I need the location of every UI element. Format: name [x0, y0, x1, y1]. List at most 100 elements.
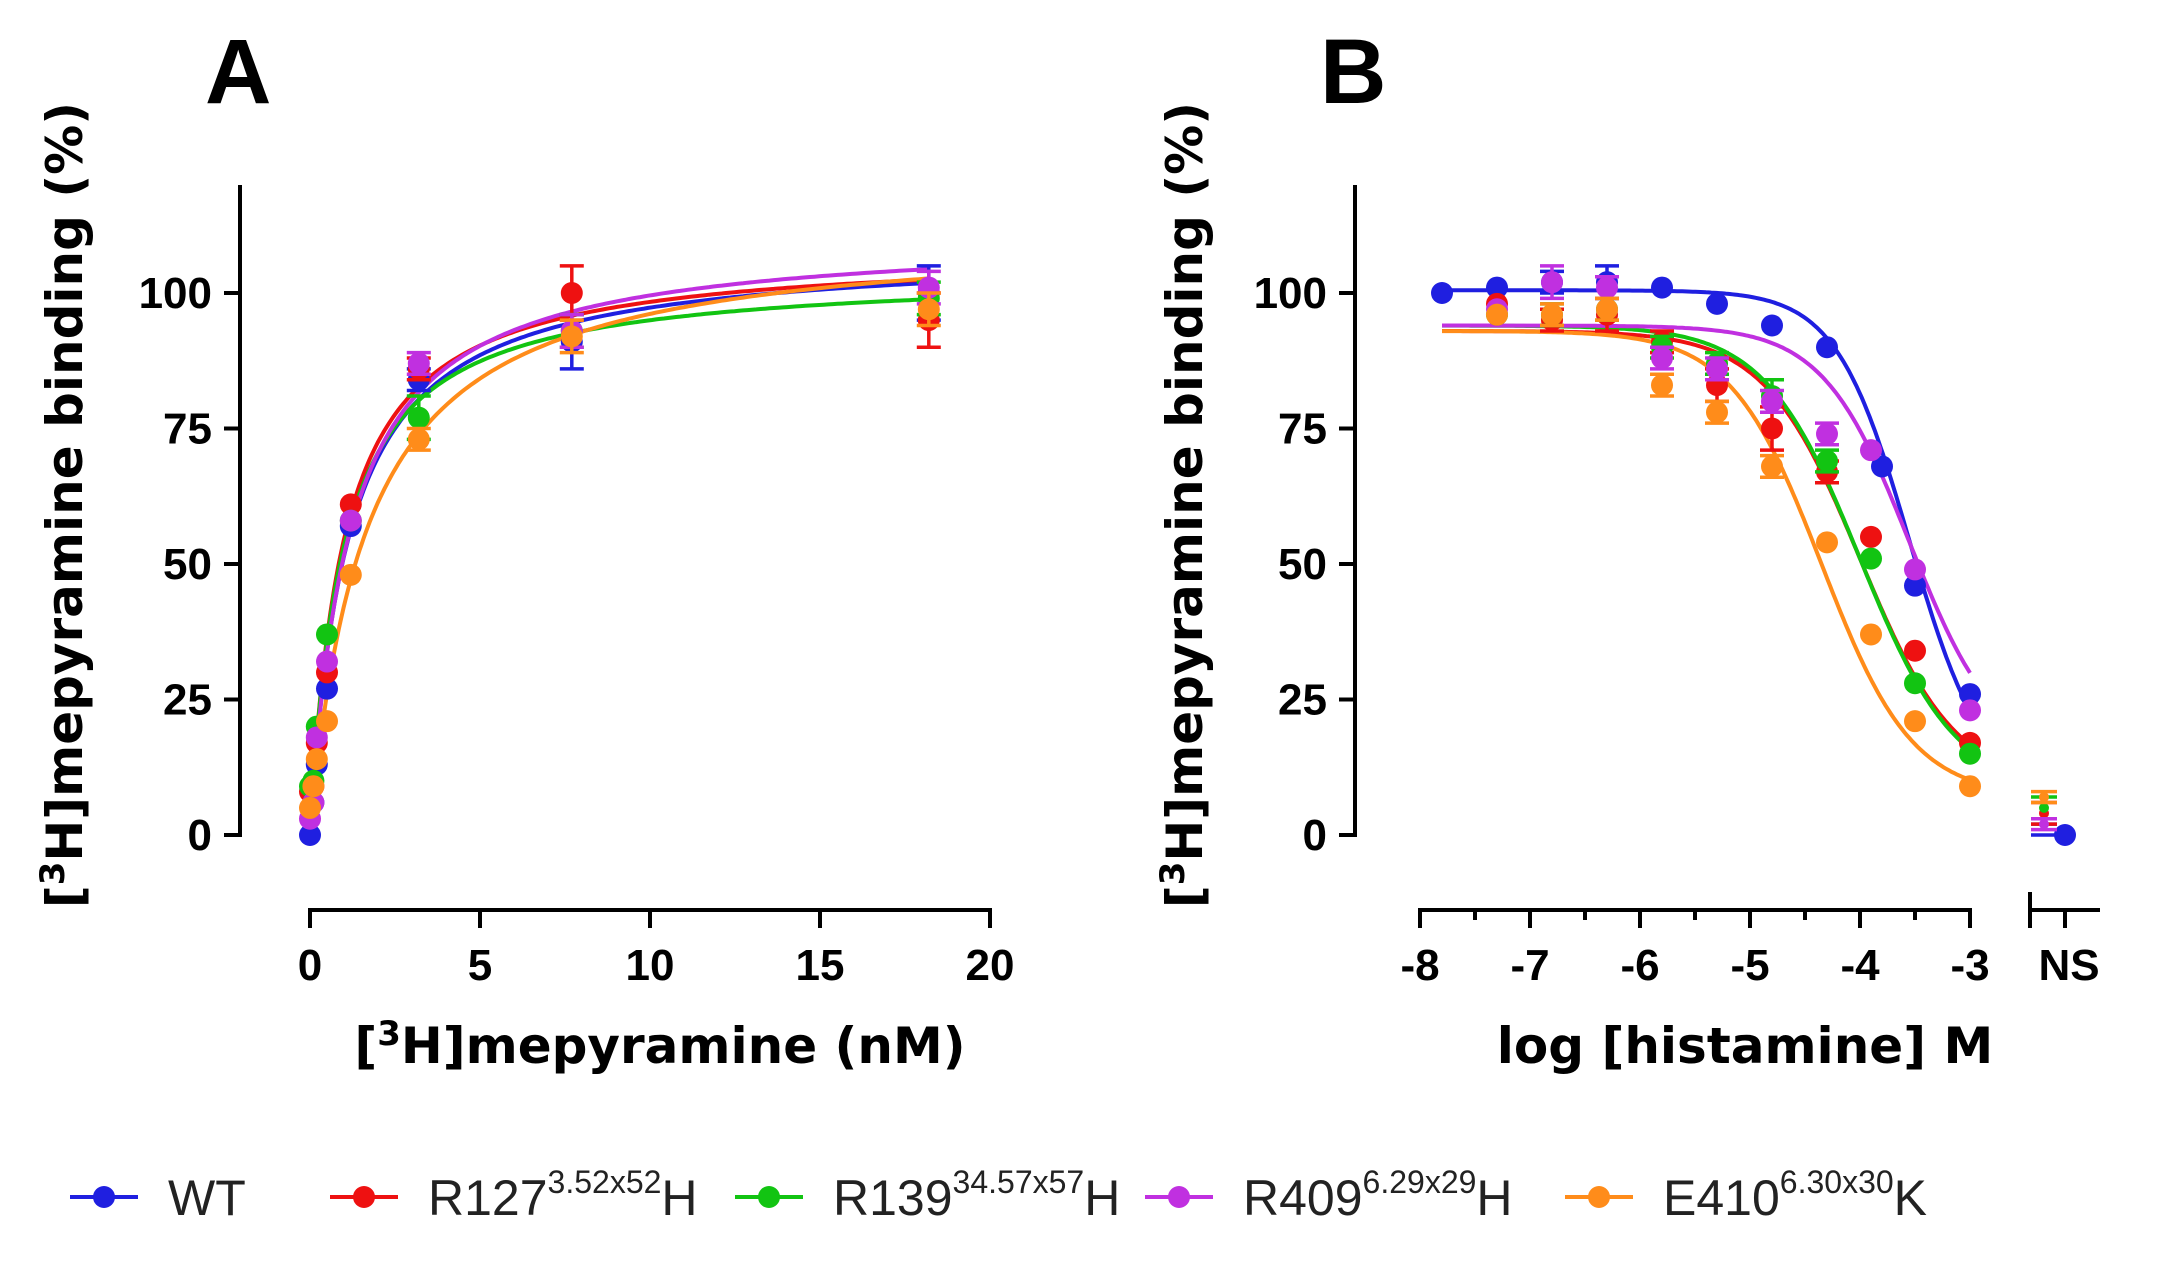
- y-tick-label: 100: [1254, 269, 1327, 318]
- data-point-e410: [1486, 303, 1508, 326]
- legend-item-e410: E4106.30x30K: [1565, 1164, 1927, 1226]
- y-tick-label: 25: [163, 676, 212, 725]
- fit-curve-wt: [1442, 288, 1972, 712]
- data-point-e410: [1904, 710, 1926, 733]
- x-tick-label: 10: [626, 941, 675, 990]
- panel-a-points: [299, 264, 941, 846]
- data-point-e410: [299, 796, 321, 819]
- data-point-r409: [316, 650, 338, 673]
- data-point-e410: [407, 428, 430, 451]
- y-tick-label: 75: [163, 405, 212, 454]
- x-tick-label: 15: [796, 941, 845, 990]
- panel-a-fit-curves: [308, 267, 929, 828]
- data-point-r409: [1816, 422, 1838, 445]
- panel-b-points: [1431, 264, 2076, 846]
- panel-a-y-axis-label: [3H]mepyramine binding (%): [33, 102, 94, 908]
- legend-marker: [353, 1186, 375, 1208]
- fit-curve-r409: [308, 267, 929, 825]
- data-point-wt: [1431, 282, 1453, 304]
- data-point-wt: [1706, 292, 1728, 315]
- data-point-r139: [1904, 672, 1926, 695]
- y-tick-label: 50: [1278, 540, 1327, 589]
- data-point-r409: [1706, 357, 1728, 380]
- panel-b-chart: 0 25 50 75 100 -8 -7 -6 -5 -4 -3 NS [3H]mepyramine …: [1153, 102, 2100, 1075]
- data-point-wt: [1816, 336, 1838, 359]
- x-tick-label: -4: [1840, 941, 1880, 990]
- panel-b-axes: 0 25 50 75 100 -8 -7 -6 -5 -4 -3 NS: [1254, 185, 2100, 990]
- data-point-e410: [302, 775, 325, 798]
- x-tick-label: -8: [1400, 941, 1439, 990]
- data-point-wt: [1761, 314, 1783, 337]
- data-point-wt: [1486, 276, 1508, 299]
- legend-item-r409: R4096.29x29H: [1145, 1164, 1513, 1226]
- fit-curve-r139: [1442, 323, 1972, 751]
- data-point-e410: [1541, 303, 1563, 326]
- data-point-e410: [339, 563, 362, 586]
- data-point-e410: [917, 298, 940, 321]
- fit-curve-wt: [308, 281, 929, 825]
- panel-b-letter: B: [1320, 21, 1386, 123]
- legend-label: R13934.57x57H: [833, 1164, 1120, 1226]
- data-point-wt: [1959, 683, 1981, 706]
- y-tick-label: 100: [139, 269, 212, 318]
- data-point-r139: [316, 623, 338, 646]
- panel-b-y-axis-label: [3H]mepyramine binding (%): [1153, 102, 1214, 908]
- data-point-r409: [1904, 558, 1926, 581]
- data-point-r127: [1904, 639, 1926, 662]
- x-tick-label: 0: [298, 941, 322, 990]
- x-tick-label: 5: [468, 941, 492, 990]
- data-point-r409: [339, 509, 362, 532]
- legend-marker: [758, 1186, 780, 1208]
- legend-label: R4096.29x29H: [1243, 1164, 1513, 1226]
- y-tick-label: 75: [1278, 405, 1327, 454]
- legend-marker: [1168, 1186, 1190, 1208]
- data-point-e410: [1959, 775, 1981, 798]
- panel-a-x-axis-label: [3H]mepyramine (nM): [354, 1014, 965, 1075]
- legend-marker: [1588, 1186, 1610, 1208]
- data-point-r409: [1860, 439, 1882, 462]
- data-point-e410: [560, 325, 583, 348]
- data-point-r409: [1959, 699, 1981, 722]
- data-point-r409: [1541, 271, 1563, 294]
- data-point-e410: [305, 748, 328, 771]
- data-point-r409: [1651, 347, 1673, 370]
- data-point-e410: [1816, 531, 1838, 554]
- fit-curve-r127: [308, 277, 929, 824]
- y-tick-label: 0: [188, 811, 212, 860]
- data-point-r127: [1860, 525, 1882, 548]
- ns-tick-label: NS: [2038, 941, 2099, 990]
- x-tick-label: 20: [966, 941, 1015, 990]
- data-point-e410: [1596, 298, 1618, 321]
- fit-curve-e410: [1442, 329, 1971, 782]
- panel-a-letter: A: [205, 21, 271, 123]
- legend-item-r139: R13934.57x57H: [735, 1164, 1120, 1226]
- ns-point-r409: [2039, 819, 2049, 830]
- panel-b-x-axis-label: log [histamine] M: [1497, 1017, 1993, 1075]
- data-point-wt: [1904, 574, 1926, 597]
- panel-a-chart: 0 25 50 75 100 0 5 10 15 20 [3H]mepyramine bindin…: [33, 102, 1014, 1075]
- data-point-r127: [339, 493, 362, 516]
- fit-curve-r127: [1442, 329, 1972, 747]
- data-point-e410: [1860, 623, 1882, 646]
- fit-curve-r409: [1442, 323, 1972, 674]
- legend-label: WT: [168, 1170, 246, 1226]
- x-tick-label: -5: [1730, 941, 1769, 990]
- data-point-e410: [1761, 455, 1783, 478]
- x-tick-label: -7: [1510, 941, 1549, 990]
- legend-item-wt: WT: [70, 1170, 246, 1226]
- data-point-r139: [407, 406, 430, 429]
- data-point-r139: [1959, 742, 1981, 765]
- ns-point-wt: [2054, 824, 2076, 846]
- data-point-r139: [1816, 450, 1838, 473]
- y-tick-label: 0: [1303, 811, 1327, 860]
- legend-item-r127: R1273.52x52H: [330, 1164, 698, 1226]
- data-point-e410: [1651, 374, 1673, 397]
- data-point-e410: [1706, 401, 1728, 424]
- y-tick-label: 50: [163, 540, 212, 589]
- data-point-wt: [1651, 276, 1673, 299]
- panel-b-fit-curves: [1442, 288, 1972, 782]
- data-point-r409: [305, 726, 328, 749]
- ns-point-e410: [2039, 792, 2049, 803]
- y-tick-label: 25: [1278, 676, 1327, 725]
